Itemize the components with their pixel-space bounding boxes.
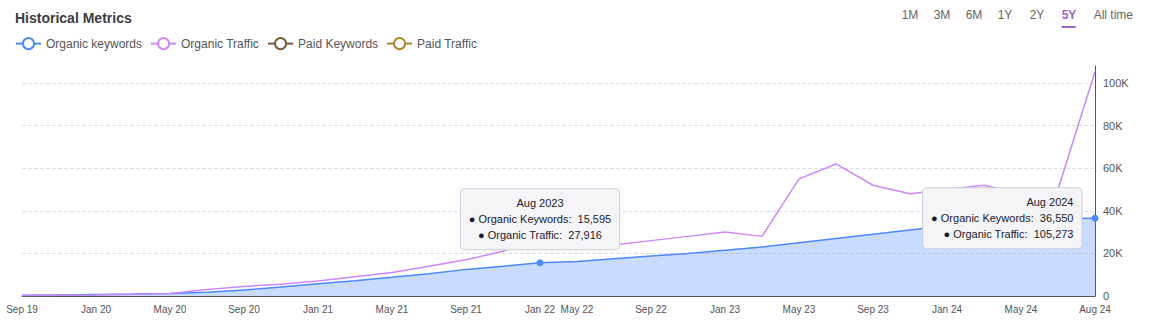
svg-text:Organic keywords: Organic keywords (46, 37, 142, 51)
svg-text:Sep 19: Sep 19 (6, 304, 38, 315)
svg-text:● Organic Traffic: 105,273: ● Organic Traffic: 105,273 (944, 228, 1074, 240)
svg-text:60K: 60K (1103, 162, 1123, 174)
svg-text:Sep 20: Sep 20 (228, 304, 260, 315)
svg-text:Jan 22: Jan 22 (525, 304, 555, 315)
svg-text:6M: 6M (966, 8, 983, 22)
svg-text:1Y: 1Y (998, 8, 1013, 22)
svg-text:Jan 24: Jan 24 (932, 304, 962, 315)
svg-text:Aug 2024: Aug 2024 (1026, 196, 1073, 208)
svg-text:100K: 100K (1103, 77, 1129, 89)
svg-text:May 23: May 23 (783, 304, 816, 315)
svg-text:40K: 40K (1103, 205, 1123, 217)
svg-text:Jan 23: Jan 23 (710, 304, 740, 315)
svg-text:Historical Metrics: Historical Metrics (15, 10, 132, 26)
svg-text:5Y: 5Y (1062, 8, 1077, 22)
svg-text:● Organic Traffic: 27,916: ● Organic Traffic: 27,916 (478, 229, 602, 241)
svg-text:1M: 1M (902, 8, 919, 22)
svg-text:2Y: 2Y (1030, 8, 1045, 22)
svg-text:Sep 22: Sep 22 (635, 304, 667, 315)
svg-text:Jan 21: Jan 21 (303, 304, 333, 315)
svg-text:May 20: May 20 (154, 304, 187, 315)
svg-text:20K: 20K (1103, 247, 1123, 259)
svg-text:May 21: May 21 (376, 304, 409, 315)
svg-text:Aug 2023: Aug 2023 (516, 197, 563, 209)
svg-text:Jan 20: Jan 20 (81, 304, 111, 315)
svg-text:Organic Traffic: Organic Traffic (181, 37, 259, 51)
svg-text:Sep 23: Sep 23 (857, 304, 889, 315)
svg-text:● Organic Keywords: 15,595: ● Organic Keywords: 15,595 (469, 213, 611, 225)
svg-text:● Organic Keywords: 36,550: ● Organic Keywords: 36,550 (931, 212, 1073, 224)
svg-text:Aug 24: Aug 24 (1079, 304, 1111, 315)
svg-text:May 24: May 24 (1005, 304, 1038, 315)
svg-text:May 22: May 22 (561, 304, 594, 315)
svg-text:Paid Keywords: Paid Keywords (298, 37, 378, 51)
svg-text:0: 0 (1103, 290, 1109, 302)
svg-text:3M: 3M (934, 8, 951, 22)
svg-text:80K: 80K (1103, 120, 1123, 132)
svg-text:Sep 21: Sep 21 (450, 304, 482, 315)
svg-text:All time: All time (1094, 8, 1134, 22)
svg-text:Paid Traffic: Paid Traffic (417, 37, 477, 51)
